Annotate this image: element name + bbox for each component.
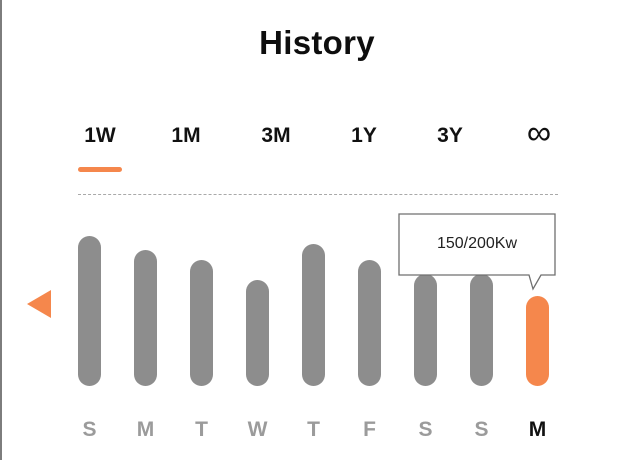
page-title: History: [259, 24, 375, 61]
day-label: S: [418, 418, 433, 441]
selected-tab-indicator: [78, 167, 122, 172]
day-label: M: [528, 418, 547, 441]
chart-bar[interactable]: [246, 280, 269, 386]
chart-bar[interactable]: [134, 250, 157, 386]
tab-1y[interactable]: 1Y: [351, 124, 377, 147]
tab-1m[interactable]: 1M: [171, 124, 201, 147]
day-label: T: [195, 418, 208, 441]
infinity-icon[interactable]: ∞: [526, 114, 552, 152]
tab-1w[interactable]: 1W: [84, 124, 116, 147]
range-tabs: 1W 1M 3M 1Y 3Y ∞: [0, 114, 634, 154]
chart-bar[interactable]: [414, 274, 437, 386]
chart-bar[interactable]: [302, 244, 325, 386]
chart-bar[interactable]: [470, 274, 493, 386]
value-tooltip: 150/200Kw: [398, 213, 556, 293]
day-label: S: [474, 418, 489, 441]
dashed-divider: [78, 194, 558, 195]
chart-bar[interactable]: [526, 296, 549, 386]
chart-bar[interactable]: [358, 260, 381, 386]
tab-3m[interactable]: 3M: [261, 124, 291, 147]
day-label: S: [82, 418, 97, 441]
triangle-left-icon[interactable]: [27, 290, 51, 318]
tooltip-value: 150/200Kw: [436, 235, 518, 252]
tooltip-callout-shape: [398, 213, 556, 291]
chart-bar[interactable]: [78, 236, 101, 386]
day-label: T: [307, 418, 320, 441]
day-label: W: [247, 418, 268, 441]
day-label: M: [136, 418, 155, 441]
chart-bar[interactable]: [190, 260, 213, 386]
tab-3y[interactable]: 3Y: [437, 124, 463, 147]
day-label: F: [363, 418, 376, 441]
window-left-border: [0, 0, 2, 460]
